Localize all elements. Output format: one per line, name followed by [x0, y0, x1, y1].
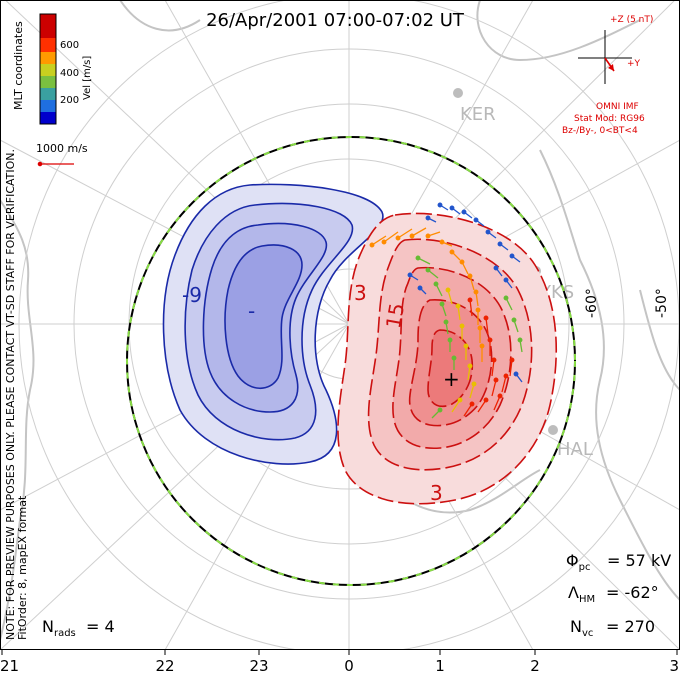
mlt-label-1: 1 — [435, 657, 445, 674]
imf-clock: +Z (5 nT) +Y OMNI IMF Stat Mod: RG96 Bz-… — [562, 15, 653, 136]
colorbar-tick-600: 600 — [60, 40, 79, 51]
mlt-label-3: 3 — [669, 657, 679, 674]
mlt-label-23: 23 — [249, 657, 268, 674]
latitude-label-50: -50° — [654, 288, 670, 318]
mlt-labels: 21 22 23 0 1 2 3 — [0, 657, 679, 674]
mlt-label-2: 2 — [530, 657, 540, 674]
colorbar-tick-400: 400 — [60, 68, 79, 79]
mlt-label-21: 21 — [0, 657, 19, 674]
colorbar-label: Vel [m/s] — [82, 56, 93, 100]
fit-order-note: FitOrder: 8, mapEX format — [16, 495, 29, 640]
contour-label-pos15: 15 — [381, 301, 409, 330]
colorbar-tick-200: 200 — [60, 95, 79, 106]
cell-min-marker: - — [248, 299, 255, 323]
velocity-vectors — [369, 202, 523, 419]
mlt-axis — [1, 650, 678, 655]
phi-pc-symbol: Φpc — [566, 551, 590, 573]
contour-labels: -9 - 3 15 3 + — [182, 281, 460, 505]
contour-label-neg9: -9 — [182, 283, 202, 307]
contour-label-pos3-outer: 3 — [430, 481, 443, 505]
n-rads-value: = 4 — [86, 617, 115, 636]
imf-condition: Bz-/By-, 0<BT<4 — [562, 126, 638, 136]
station-label-ker: KER — [460, 104, 496, 125]
n-vc-value: = 270 — [606, 617, 655, 636]
contour-label-pos3: 3 — [354, 281, 367, 305]
negative-cell — [162, 183, 384, 465]
n-rads-symbol: Nrads — [42, 617, 76, 639]
coastlines — [0, 0, 680, 641]
statistics: Φpc = 57 kV ΛHM = -62° Nvc = 270 Nrads =… — [42, 551, 671, 639]
map-title: 26/Apr/2001 07:00-07:02 UT — [206, 10, 465, 31]
station-marker-ker — [453, 88, 463, 98]
lambda-hm-value: = -62° — [606, 583, 659, 602]
station-marker-hal — [548, 425, 558, 435]
imf-y-label: +Y — [627, 59, 641, 69]
phi-pc-value: = 57 kV — [607, 551, 671, 570]
lambda-hm-symbol: ΛHM — [568, 583, 595, 605]
coordinates-label: MLT coordinates — [12, 21, 25, 110]
imf-stat-model: Stat Mod: RG96 — [574, 114, 645, 124]
colorbar: 600 400 200 Vel [m/s] — [39, 13, 93, 125]
mlt-label-0: 0 — [344, 657, 354, 674]
positive-cell — [337, 212, 558, 505]
n-vc-symbol: Nvc — [570, 617, 593, 639]
cell-max-marker: + — [443, 367, 460, 391]
reference-vector-label: 1000 m/s — [36, 142, 88, 155]
hm-boundary — [126, 136, 576, 586]
preview-note: NOTE: FOR PREVIEW PURPOSES ONLY. PLEASE … — [4, 149, 17, 640]
latitude-label-60: -60° — [584, 288, 600, 318]
mlt-label-22: 22 — [155, 657, 174, 674]
imf-z-label: +Z (5 nT) — [610, 15, 653, 25]
imf-source: OMNI IMF — [596, 102, 639, 112]
station-label-hal: HAL — [557, 439, 593, 460]
reference-vector — [37, 161, 74, 167]
